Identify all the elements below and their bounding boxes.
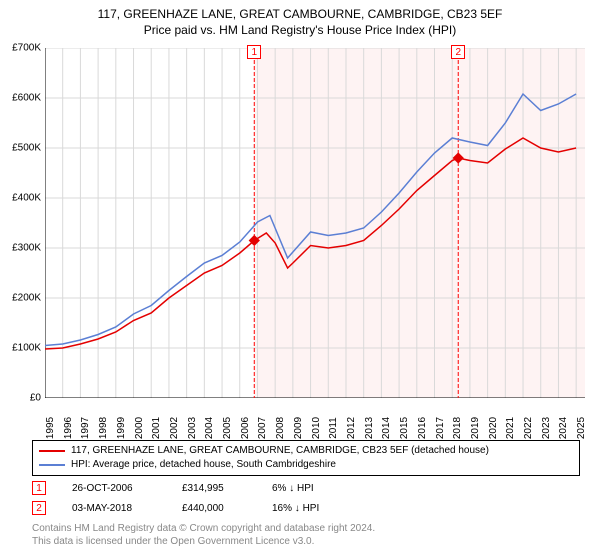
x-tick-label: 2016 — [417, 417, 428, 439]
sale-date: 03-MAY-2018 — [72, 503, 156, 514]
footer: Contains HM Land Registry data © Crown c… — [32, 522, 375, 548]
x-tick-label: 1997 — [80, 417, 91, 439]
sale-marker-2-flag: 2 — [451, 45, 465, 59]
x-tick-label: 2008 — [275, 417, 286, 439]
sale-marker-2: 2 — [32, 501, 46, 515]
x-tick-label: 1996 — [63, 417, 74, 439]
legend-label: HPI: Average price, detached house, Sout… — [71, 458, 336, 472]
legend: 117, GREENHAZE LANE, GREAT CAMBOURNE, CA… — [32, 440, 580, 476]
x-tick-label: 1995 — [45, 417, 56, 439]
sale-delta: 6% ↓ HPI — [272, 483, 362, 494]
x-tick-label: 2002 — [169, 417, 180, 439]
x-tick-label: 2012 — [346, 417, 357, 439]
y-tick-label: £0 — [30, 393, 41, 404]
x-tick-label: 2025 — [576, 417, 587, 439]
x-tick-label: 2004 — [204, 417, 215, 439]
x-tick-label: 2013 — [364, 417, 375, 439]
sale-marker-1-flag: 1 — [247, 45, 261, 59]
sale-price: £314,995 — [182, 483, 246, 494]
x-tick-label: 2020 — [488, 417, 499, 439]
y-tick-label: £400K — [12, 193, 41, 204]
chart-svg — [45, 48, 585, 398]
x-tick-label: 2006 — [240, 417, 251, 439]
title-block: 117, GREENHAZE LANE, GREAT CAMBOURNE, CA… — [0, 0, 600, 38]
x-tick-label: 2005 — [222, 417, 233, 439]
sale-price: £440,000 — [182, 503, 246, 514]
x-tick-label: 2009 — [293, 417, 304, 439]
x-tick-label: 2014 — [381, 417, 392, 439]
sale-rows: 1 26-OCT-2006 £314,995 6% ↓ HPI 2 03-MAY… — [32, 478, 362, 518]
y-tick-label: £500K — [12, 143, 41, 154]
x-tick-label: 2019 — [470, 417, 481, 439]
title-line2: Price paid vs. HM Land Registry's House … — [0, 22, 600, 38]
sale-marker-1: 1 — [32, 481, 46, 495]
legend-item: HPI: Average price, detached house, Sout… — [39, 458, 573, 472]
y-tick-label: £300K — [12, 243, 41, 254]
x-tick-label: 2018 — [452, 417, 463, 439]
x-tick-label: 2023 — [541, 417, 552, 439]
footer-line1: Contains HM Land Registry data © Crown c… — [32, 522, 375, 535]
sale-row: 1 26-OCT-2006 £314,995 6% ↓ HPI — [32, 478, 362, 498]
x-tick-label: 2007 — [257, 417, 268, 439]
title-line1: 117, GREENHAZE LANE, GREAT CAMBOURNE, CA… — [0, 6, 600, 22]
figure: 117, GREENHAZE LANE, GREAT CAMBOURNE, CA… — [0, 0, 600, 560]
legend-label: 117, GREENHAZE LANE, GREAT CAMBOURNE, CA… — [71, 444, 489, 458]
footer-line2: This data is licensed under the Open Gov… — [32, 535, 375, 548]
x-tick-label: 2010 — [311, 417, 322, 439]
x-tick-label: 2003 — [187, 417, 198, 439]
legend-swatch-hpi — [39, 464, 65, 466]
sale-date: 26-OCT-2006 — [72, 483, 156, 494]
x-tick-label: 2017 — [435, 417, 446, 439]
x-tick-label: 2000 — [134, 417, 145, 439]
y-tick-label: £100K — [12, 343, 41, 354]
x-tick-label: 1998 — [98, 417, 109, 439]
x-tick-label: 2001 — [151, 417, 162, 439]
x-tick-label: 2011 — [328, 417, 339, 439]
y-tick-label: £200K — [12, 293, 41, 304]
x-tick-label: 1999 — [116, 417, 127, 439]
y-tick-label: £600K — [12, 93, 41, 104]
x-tick-label: 2022 — [523, 417, 534, 439]
x-tick-label: 2015 — [399, 417, 410, 439]
legend-item: 117, GREENHAZE LANE, GREAT CAMBOURNE, CA… — [39, 444, 573, 458]
y-tick-label: £700K — [12, 43, 41, 54]
x-tick-label: 2021 — [505, 417, 516, 439]
legend-swatch-pricepaid — [39, 450, 65, 452]
sale-row: 2 03-MAY-2018 £440,000 16% ↓ HPI — [32, 498, 362, 518]
sale-delta: 16% ↓ HPI — [272, 503, 362, 514]
x-tick-label: 2024 — [558, 417, 569, 439]
chart-area: £0£100K£200K£300K£400K£500K£600K£700K 19… — [45, 48, 585, 398]
